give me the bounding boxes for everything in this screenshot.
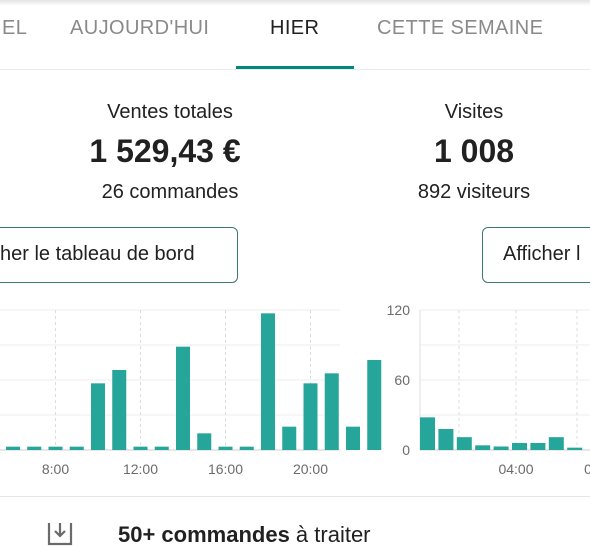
- visits-bar: [475, 445, 491, 450]
- sales-x-tick-label: 12:00: [123, 461, 158, 477]
- visits-value: 1 008: [433, 133, 515, 169]
- sales-bar: [69, 446, 84, 450]
- visits-y-tick-label: 60: [394, 372, 410, 388]
- tab-yesterday[interactable]: HIER: [270, 17, 320, 39]
- visits-bar: [567, 447, 583, 450]
- visits-bar: [548, 437, 564, 450]
- sales-bar: [282, 426, 297, 450]
- sales-x-tick-label: 16:00: [208, 461, 243, 477]
- sales-bar: [303, 383, 318, 450]
- sales-hourly-chart: 8:00 12:00 16:00 20:00: [0, 309, 382, 477]
- visits-label: Visites: [444, 101, 504, 123]
- orders-count-bold: 50+ commandes: [118, 522, 290, 547]
- sales-bar: [218, 446, 233, 450]
- sales-bar: [27, 446, 42, 450]
- view-dashboard-button-sales[interactable]: her le tableau de bord: [0, 227, 238, 283]
- top-shadow: [0, 0, 590, 6]
- orders-to-process-suffix: à traiter: [289, 522, 371, 547]
- view-dashboard-button-visits[interactable]: Afficher l: [482, 227, 590, 283]
- sales-x-tick-label: 8:00: [42, 461, 69, 477]
- visits-bar: [420, 417, 435, 450]
- tab-this-week[interactable]: CETTE SEMAINE: [377, 17, 544, 39]
- sales-orders-count: 26 commandes: [101, 181, 239, 203]
- visits-y-tick-label: 0: [402, 442, 410, 458]
- visits-y-tick-label: 120: [387, 302, 411, 318]
- sales-bar: [48, 446, 63, 450]
- active-tab-indicator: [236, 66, 354, 69]
- visits-bar: [512, 443, 527, 450]
- visits-x-tick-label: 0: [584, 461, 590, 477]
- sales-bar: [6, 446, 20, 450]
- sales-label: Ventes totales: [107, 101, 233, 123]
- sales-bar: [261, 313, 275, 450]
- tab-partial[interactable]: EL: [2, 17, 28, 39]
- sales-bar: [346, 426, 360, 450]
- visits-bar: [493, 446, 509, 450]
- charts-area: 8:00 12:00 16:00 20:00 120 60 0 04:00 0: [0, 302, 590, 477]
- footer-divider: [0, 496, 590, 497]
- sales-bar: [324, 373, 339, 450]
- sales-x-tick-label: 20:00: [293, 461, 328, 477]
- tab-today[interactable]: AUJOURD'HUI: [70, 17, 210, 39]
- visits-bar: [530, 443, 546, 450]
- sales-bar: [176, 346, 190, 450]
- visits-hourly-chart: 120 60 0 04:00 0: [387, 302, 590, 477]
- sales-bar: [91, 383, 105, 450]
- sales-bar: [112, 370, 127, 450]
- visits-x-tick-label: 04:00: [498, 461, 533, 477]
- sales-bar: [133, 446, 148, 450]
- sales-bar: [367, 360, 382, 450]
- visits-bar: [456, 437, 472, 450]
- tab-divider: [0, 69, 590, 70]
- visitors-count: 892 visiteurs: [417, 181, 531, 203]
- sales-bar: [239, 446, 254, 450]
- sales-value: 1 529,43 €: [89, 133, 241, 169]
- sales-bar: [154, 446, 169, 450]
- download-tray-icon: [47, 523, 73, 546]
- orders-to-process[interactable]: 50+ commandes à traiter: [118, 522, 371, 548]
- sales-bar: [197, 433, 212, 450]
- visits-bar: [438, 429, 454, 450]
